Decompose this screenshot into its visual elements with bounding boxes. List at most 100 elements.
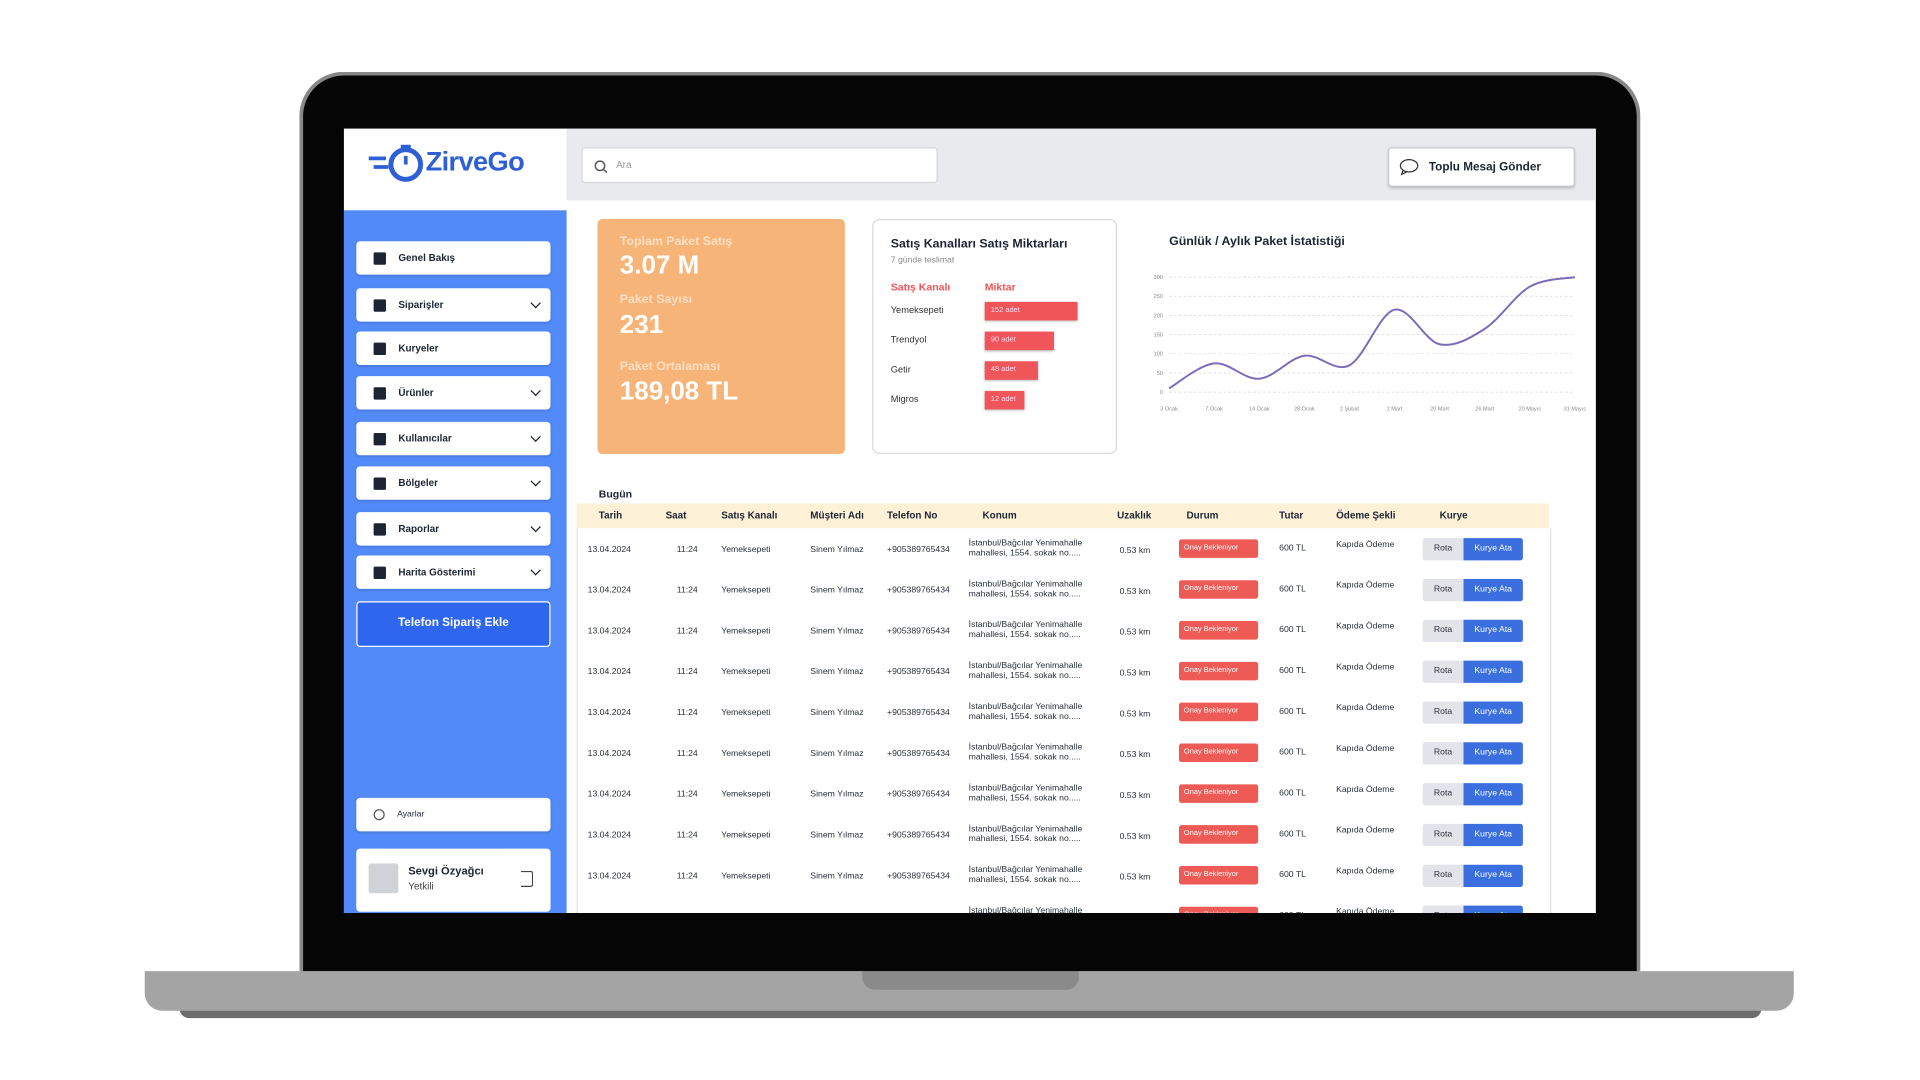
table-cell-address: İstanbul/Bağcılar Yenimahalle mahallesi,… <box>968 580 1083 599</box>
x-tick-label: 26 Mart <box>1475 407 1494 413</box>
channel-value-label: 12 adet <box>990 395 1016 404</box>
table-cell: 11:24 <box>676 790 698 800</box>
table-cell: Kapıda Ödeme <box>1336 785 1395 795</box>
logo-text: ZirveGo <box>425 145 525 177</box>
table-cell: Yemeksepeti <box>721 872 771 881</box>
route-button[interactable]: Rota <box>1422 660 1464 683</box>
table-cell: Yemeksepeti <box>721 790 771 800</box>
table-cell: Kapıda Ödeme <box>1336 703 1395 713</box>
route-button[interactable]: Rota <box>1422 742 1464 765</box>
table-cell: Sinem Yılmaz <box>810 708 864 718</box>
user-name: Sevgi Özyağcı <box>408 864 484 878</box>
x-tick-label: 7 Ocak <box>1205 407 1223 413</box>
column-header: Kurye <box>1439 509 1468 521</box>
nav-item[interactable]: Kuryeler <box>356 331 551 365</box>
channel-name: Trendyol <box>890 334 927 346</box>
assign-courier-button[interactable]: Kurye Ata <box>1463 864 1523 888</box>
channel-value-label: 90 adet <box>990 336 1016 344</box>
table-cell: Yemeksepeti <box>721 831 771 840</box>
table-cell: 0.53 km <box>1119 587 1151 597</box>
route-button[interactable]: Rota <box>1422 783 1464 806</box>
table-cell: 11:24 <box>676 872 698 881</box>
nav-item[interactable]: Harita Gösterimi <box>356 555 551 589</box>
channels-header: Satış Kanalı <box>890 280 951 294</box>
table-cell: 600 TL <box>1279 912 1306 913</box>
assign-courier-button[interactable]: Kurye Ata <box>1463 823 1523 847</box>
status-badge[interactable]: Onay Bekleniyor <box>1178 865 1259 885</box>
table-cell: Kapıda Ödeme <box>1336 581 1395 591</box>
nav-item[interactable]: Kullanıcılar <box>356 421 551 456</box>
table-cell-address: İstanbul/Bağcılar Yenimahalle mahallesi,… <box>968 784 1083 803</box>
status-badge[interactable]: Onay Bekleniyor <box>1178 906 1259 913</box>
assign-courier-button[interactable]: Kurye Ata <box>1463 578 1523 602</box>
status-badge[interactable]: Onay Bekleniyor <box>1178 661 1259 681</box>
settings-label: Ayarlar <box>397 810 425 819</box>
table-cell: 600 TL <box>1279 625 1306 635</box>
line-chart: 0 50 100 150 200 250 300 3 Ocak 7 Ocak 14 Ocak 28 … <box>1154 275 1587 413</box>
route-button[interactable]: Rota <box>1422 905 1464 913</box>
table-cell: Yemeksepeti <box>721 749 771 759</box>
search-box[interactable]: Ara <box>581 147 938 184</box>
channel-name: Yemeksepeti <box>890 304 944 316</box>
route-button[interactable]: Rota <box>1422 864 1464 888</box>
status-badge[interactable]: Onay Bekleniyor <box>1178 784 1259 803</box>
route-button[interactable]: Rota <box>1422 538 1464 561</box>
status-badge[interactable]: Onay Bekleniyor <box>1178 743 1259 763</box>
table-cell-address: İstanbul/Bağcılar Yenimahalle mahallesi,… <box>968 702 1083 722</box>
assign-courier-button[interactable]: Kurye Ata <box>1463 538 1523 561</box>
line-series <box>1168 276 1576 390</box>
status-badge[interactable]: Onay Bekleniyor <box>1178 539 1259 558</box>
table-cell: 11:24 <box>676 545 698 555</box>
x-tick-label: 14 Ocak <box>1249 407 1270 413</box>
nav-item[interactable]: Ürünler <box>356 376 551 410</box>
column-header: Konum <box>982 509 1017 521</box>
nav-item[interactable]: Genel Bakış <box>356 241 551 275</box>
assign-courier-button[interactable]: Kurye Ata <box>1463 619 1523 643</box>
stats-card: Toplam Paket Satış 3.07 M Paket Sayısı 231 P… <box>597 218 845 455</box>
table-cell: 13.04.2024 <box>587 627 631 636</box>
table-cell: Kapıda Ödeme <box>1336 622 1395 631</box>
user-card: Sevgi Özyağcı Yetkili <box>356 848 551 912</box>
nav-chevron <box>530 431 541 442</box>
route-button[interactable]: Rota <box>1422 823 1464 847</box>
column-header: Saat <box>665 509 687 521</box>
broadcast-button[interactable]: Toplu Mesaj Gönder <box>1388 147 1575 187</box>
nav-item[interactable]: Raporlar <box>356 512 551 546</box>
logo-icon <box>368 144 424 182</box>
column-header: Tutar <box>1279 509 1304 521</box>
assign-courier-button[interactable]: Kurye Ata <box>1463 742 1523 765</box>
nav-chevron <box>530 297 541 309</box>
channels-subtitle: 7 günde teslimat <box>890 256 955 265</box>
table-cell: 13.04.2024 <box>587 586 631 596</box>
x-tick-label: 2 Mart <box>1387 407 1403 413</box>
route-button[interactable]: Rota <box>1422 701 1464 724</box>
settings-item[interactable]: Ayarlar <box>356 797 551 832</box>
status-badge[interactable]: Onay Bekleniyor <box>1178 580 1259 599</box>
table-cell: 600 TL <box>1279 830 1306 839</box>
y-tick-label: 200 <box>1154 313 1163 319</box>
assign-courier-button[interactable]: Kurye Ata <box>1463 905 1523 913</box>
channel-bar: 90 adet <box>984 331 1054 351</box>
nav-item[interactable]: Bölgeler <box>356 466 551 500</box>
table-cell: 13.04.2024 <box>587 545 631 555</box>
nav-label: Ürünler <box>398 387 434 399</box>
status-badge[interactable]: Onay Bekleniyor <box>1178 825 1259 844</box>
phone-order-button[interactable]: Telefon Sipariş Ekle <box>356 601 551 648</box>
table-cell: 11:24 <box>676 586 698 596</box>
table-cell: 0.53 km <box>1119 832 1151 842</box>
table-cell: Kapıda Ödeme <box>1336 908 1395 913</box>
laptop-notch <box>862 971 1079 990</box>
table-cell: Kapıda Ödeme <box>1336 744 1395 754</box>
route-button[interactable]: Rota <box>1422 619 1464 643</box>
assign-courier-button[interactable]: Kurye Ata <box>1463 701 1523 724</box>
status-badge[interactable]: Onay Bekleniyor <box>1178 702 1259 722</box>
status-badge[interactable]: Onay Bekleniyor <box>1178 621 1259 640</box>
route-button[interactable]: Rota <box>1422 578 1464 602</box>
assign-courier-button[interactable]: Kurye Ata <box>1463 660 1523 683</box>
table-cell-address: İstanbul/Bağcılar Yenimahalle mahallesi,… <box>968 865 1083 885</box>
logout-icon[interactable] <box>520 870 534 888</box>
assign-courier-button[interactable]: Kurye Ata <box>1463 783 1523 806</box>
table-cell: +905389765434 <box>887 749 950 759</box>
nav-item[interactable]: Siparişler <box>356 288 551 322</box>
